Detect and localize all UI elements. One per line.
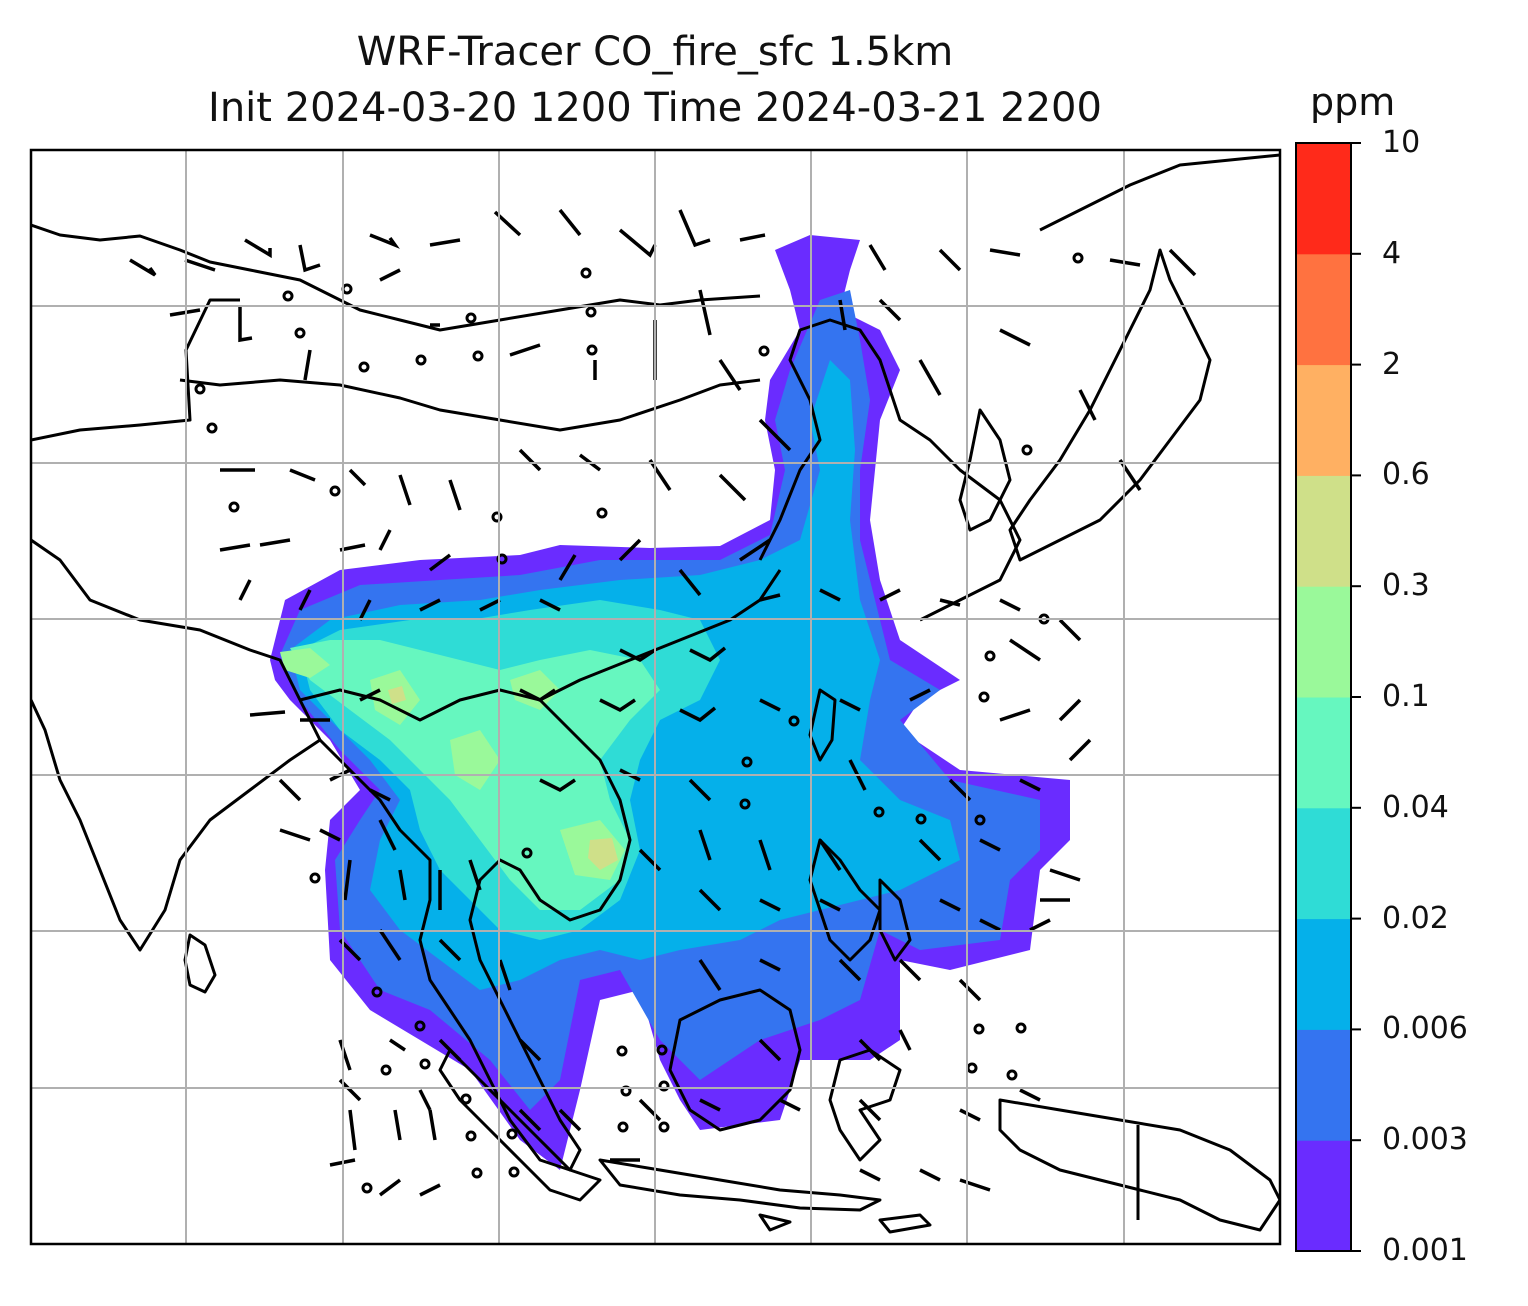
colorbar-segment — [1296, 143, 1351, 255]
colorbar-segment — [1296, 253, 1351, 366]
coastline-sulawesi — [828, 1048, 902, 1162]
map-area — [31, 150, 1280, 1244]
coastline-korea — [958, 408, 1012, 532]
coastline-india — [31, 538, 322, 952]
map-title-line1: WRF-Tracer CO_fire_sfc 1.5km — [356, 29, 954, 75]
colorbar-tick-label: 10 — [1382, 125, 1421, 160]
field-level-7 — [388, 686, 618, 870]
colorbar-unit-label: ppm — [1310, 80, 1396, 124]
colorbar-segment — [1296, 807, 1351, 920]
coastline-timor — [758, 1213, 932, 1234]
colorbar-segment — [1296, 364, 1351, 476]
colorbar-tick-label: 2 — [1382, 346, 1402, 382]
colorbar-tick-label: 0.04 — [1382, 789, 1449, 825]
border-mongolia-south — [179, 378, 761, 432]
colorbar-tick-label: 0.3 — [1382, 568, 1430, 604]
colorbar-tick-label: 0.1 — [1382, 679, 1430, 714]
colorbar-tick-label: 0.02 — [1382, 900, 1449, 936]
coastlines — [31, 153, 1280, 1234]
border-west — [31, 298, 240, 442]
coastline-sumatra — [438, 1048, 602, 1202]
map-gridlines — [31, 150, 1280, 1244]
coastline-java — [598, 1158, 882, 1212]
co-concentration-field — [270, 235, 1070, 1170]
colorbar-segment — [1296, 586, 1351, 698]
coastline-srilanka — [183, 933, 217, 994]
colorbar-segment — [1296, 1140, 1351, 1252]
border-north — [31, 223, 761, 332]
coastline-borneo — [668, 988, 802, 1132]
colorbar-segment — [1296, 697, 1351, 809]
coastline-new-guinea — [998, 1098, 1280, 1232]
map-frame — [29, 148, 1282, 1246]
calm-wind-markers — [194, 252, 1084, 1194]
colorbar-segment — [1296, 475, 1351, 587]
colorbar-frame — [1295, 142, 1352, 1252]
colorbar-tick-label: 0.001 — [1382, 1233, 1468, 1268]
coastline-japan — [1008, 248, 1212, 562]
coastline-far-east — [1039, 153, 1280, 232]
colorbar-segment — [1296, 1029, 1351, 1141]
colorbar-tick-label: 4 — [1382, 235, 1402, 271]
coastline-indochina — [299, 688, 632, 1172]
colorbar-tick-label: 0.6 — [1382, 457, 1430, 493]
coastline-philippines — [808, 838, 912, 962]
colorbar-tick-label: 0.006 — [1382, 1011, 1468, 1047]
colorbar-tick-label: 0.003 — [1382, 1122, 1468, 1158]
colorbar-segment — [1296, 918, 1351, 1030]
field-level-6 — [280, 648, 625, 880]
colorbar — [1296, 142, 1361, 1252]
map-title-line2: Init 2024-03-20 1200 Time 2024-03-21 220… — [208, 85, 1102, 131]
